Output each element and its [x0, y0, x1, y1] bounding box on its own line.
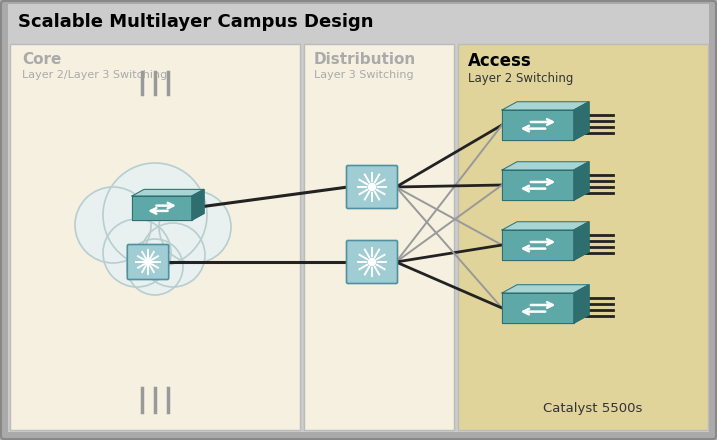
Polygon shape	[132, 189, 204, 196]
Polygon shape	[502, 110, 574, 140]
Bar	[10, 44, 300, 430]
Polygon shape	[502, 162, 589, 170]
Text: Layer 2 Switching: Layer 2 Switching	[468, 72, 574, 85]
Polygon shape	[502, 293, 574, 323]
Polygon shape	[192, 189, 204, 220]
Text: Layer 2/Layer 3 Switching: Layer 2/Layer 3 Switching	[22, 70, 167, 80]
FancyBboxPatch shape	[346, 165, 397, 209]
Bar	[458, 44, 708, 430]
Polygon shape	[132, 196, 192, 220]
Circle shape	[369, 258, 376, 266]
Text: Distribution: Distribution	[314, 52, 417, 67]
Circle shape	[369, 183, 376, 191]
Polygon shape	[574, 102, 589, 140]
Polygon shape	[502, 230, 574, 260]
Circle shape	[145, 259, 151, 265]
Polygon shape	[502, 285, 589, 293]
FancyBboxPatch shape	[346, 241, 397, 283]
Polygon shape	[574, 162, 589, 200]
Text: Access: Access	[468, 52, 532, 70]
Polygon shape	[574, 285, 589, 323]
Polygon shape	[574, 222, 589, 260]
Bar	[304, 44, 454, 430]
Circle shape	[127, 239, 183, 295]
Polygon shape	[502, 102, 589, 110]
Text: Catalyst 5500s: Catalyst 5500s	[543, 401, 642, 414]
Circle shape	[141, 223, 205, 287]
Text: Layer 3 Switching: Layer 3 Switching	[314, 70, 414, 80]
Bar	[8, 4, 709, 42]
Text: Scalable Multilayer Campus Design: Scalable Multilayer Campus Design	[18, 13, 374, 31]
Text: Core: Core	[22, 52, 62, 67]
Circle shape	[103, 219, 171, 287]
FancyBboxPatch shape	[128, 245, 168, 279]
Polygon shape	[502, 222, 589, 230]
Circle shape	[103, 163, 207, 267]
Circle shape	[75, 187, 151, 263]
Circle shape	[159, 191, 231, 263]
Polygon shape	[502, 170, 574, 200]
